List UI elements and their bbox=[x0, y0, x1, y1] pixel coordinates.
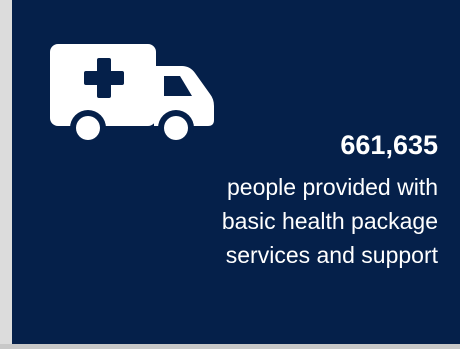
ambulance-icon bbox=[50, 44, 214, 146]
stat-value: 661,635 bbox=[340, 130, 438, 160]
stat-description: people provided with basic health packag… bbox=[138, 170, 438, 272]
stat-description-line: people provided with bbox=[227, 174, 438, 200]
stat-description-line: basic health package bbox=[221, 208, 438, 234]
stat-card: 661,635 people provided with basic healt… bbox=[12, 0, 460, 344]
stat-description-line: services and support bbox=[225, 242, 438, 268]
bottom-strip bbox=[0, 344, 460, 349]
